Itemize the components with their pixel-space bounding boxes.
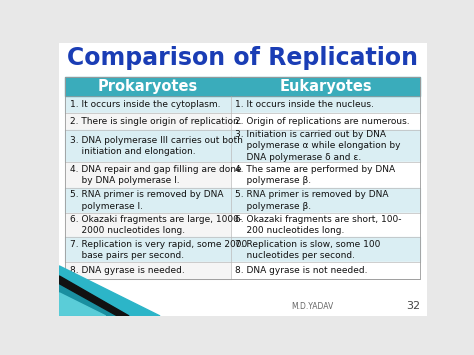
Polygon shape	[59, 293, 106, 316]
Bar	[65, 130, 230, 162]
Bar	[230, 213, 420, 237]
Bar	[65, 237, 230, 262]
Text: 5. RNA primer is removed by DNA
    polymerase I.: 5. RNA primer is removed by DNA polymera…	[70, 190, 224, 211]
Text: 6. Okazaki fragments are short, 100-
    200 nucleotides long.: 6. Okazaki fragments are short, 100- 200…	[235, 215, 401, 235]
Bar	[65, 113, 230, 130]
Bar	[65, 262, 230, 279]
Text: 8. DNA gyrase is needed.: 8. DNA gyrase is needed.	[70, 266, 185, 275]
Text: 3. Initiation is carried out by DNA
    polymerase α while elongation by
    DNA: 3. Initiation is carried out by DNA poly…	[235, 130, 401, 162]
Bar	[65, 77, 420, 279]
Text: 6. Okazaki fragments are large, 1000-
    2000 nucleotides long.: 6. Okazaki fragments are large, 1000- 20…	[70, 215, 242, 235]
Text: 3. DNA polymerase III carries out both
    initiation and elongation.: 3. DNA polymerase III carries out both i…	[70, 136, 243, 156]
Polygon shape	[59, 266, 160, 316]
Text: 1. It occurs inside the cytoplasm.: 1. It occurs inside the cytoplasm.	[70, 100, 220, 109]
Bar	[65, 96, 230, 113]
Text: 32: 32	[406, 301, 420, 311]
Bar	[65, 213, 230, 237]
Text: 7. Replication is slow, some 100
    nucleotides per second.: 7. Replication is slow, some 100 nucleot…	[235, 240, 381, 260]
Text: 2. There is single origin of replication.: 2. There is single origin of replication…	[70, 117, 242, 126]
Bar	[65, 162, 230, 188]
Bar	[65, 77, 420, 96]
Text: 7. Replication is very rapid, some 2000
    base pairs per second.: 7. Replication is very rapid, some 2000 …	[70, 240, 247, 260]
Bar	[65, 77, 230, 96]
Bar	[230, 262, 420, 279]
Text: 8. DNA gyrase is not needed.: 8. DNA gyrase is not needed.	[235, 266, 368, 275]
Text: 4. The same are performed by DNA
    polymerase β.: 4. The same are performed by DNA polymer…	[235, 165, 395, 185]
Polygon shape	[59, 276, 129, 316]
Bar	[230, 188, 420, 213]
Text: 1. It occurs inside the nucleus.: 1. It occurs inside the nucleus.	[235, 100, 374, 109]
Text: M.D.YADAV: M.D.YADAV	[292, 301, 334, 311]
Bar	[230, 77, 420, 96]
Text: Prokaryotes: Prokaryotes	[98, 79, 198, 94]
Bar	[230, 237, 420, 262]
Bar	[230, 162, 420, 188]
Bar	[230, 113, 420, 130]
Text: 2. Origin of replications are numerous.: 2. Origin of replications are numerous.	[235, 117, 410, 126]
Bar	[230, 96, 420, 113]
Text: Comparison of Replication: Comparison of Replication	[67, 47, 419, 70]
Polygon shape	[59, 278, 129, 316]
Text: 4. DNA repair and gap filling are done
    by DNA polymerase I.: 4. DNA repair and gap filling are done b…	[70, 165, 242, 185]
Text: Eukaryotes: Eukaryotes	[279, 79, 372, 94]
Text: 5. RNA primer is removed by DNA
    polymerase β.: 5. RNA primer is removed by DNA polymera…	[235, 190, 389, 211]
Bar	[230, 130, 420, 162]
Bar	[65, 188, 230, 213]
